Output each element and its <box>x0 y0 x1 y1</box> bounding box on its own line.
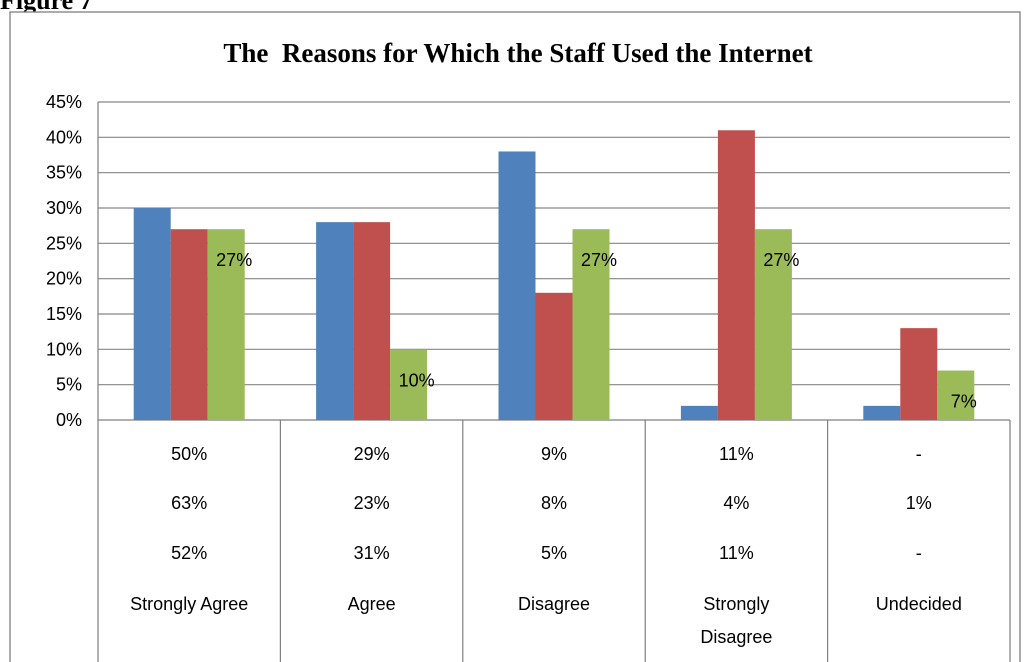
x-category-label: Undecided <box>876 594 962 614</box>
bars <box>133 130 975 420</box>
x-category-label: Strongly <box>703 594 769 614</box>
table-cell: 63% <box>171 493 207 513</box>
data-labels: 27% 10% 27% 27% 7% <box>216 250 977 411</box>
figure-caption: Figure 7 <box>0 0 93 15</box>
data-label: 27% <box>581 250 617 270</box>
table-cell: 11% <box>719 444 754 464</box>
table-cell: 52% <box>171 543 207 563</box>
y-axis: 0% 5% 10% 15% 20% 25% 30% 35% 40% 45% <box>46 92 99 430</box>
y-tick-label: 20% <box>46 269 82 289</box>
y-tick-label: 10% <box>46 339 82 359</box>
bar-series-1-3 <box>680 405 718 420</box>
y-tick-label: 30% <box>46 198 82 218</box>
bar-series-2-3 <box>717 130 755 420</box>
x-category-label: Disagree <box>700 627 772 647</box>
bar-series-2-2 <box>535 292 573 420</box>
bar-series-3-2 <box>572 229 610 420</box>
bar-series-2-0 <box>170 229 208 420</box>
gridlines <box>98 101 1010 421</box>
table-cell: 5% <box>541 543 567 563</box>
data-label: 27% <box>763 250 799 270</box>
data-label: 27% <box>216 250 252 270</box>
data-label: 10% <box>399 370 435 390</box>
bar-series-2-4 <box>900 328 938 420</box>
bar-series-1-4 <box>863 405 901 420</box>
table-cell: 8% <box>541 493 567 513</box>
y-tick-label: 15% <box>46 304 82 324</box>
table-cell: - <box>916 543 922 563</box>
chart-title: The Reasons for Which the Staff Used the… <box>223 38 812 68</box>
y-tick-label: 25% <box>46 233 82 253</box>
x-category-label: Strongly Agree <box>130 594 248 614</box>
bar-series-3-3 <box>754 229 792 420</box>
bar-series-1-2 <box>498 151 536 420</box>
bar-series-2-1 <box>353 222 391 420</box>
table-cell: 29% <box>354 444 390 464</box>
bar-series-3-1 <box>390 349 428 420</box>
table-cell: 1% <box>906 493 932 513</box>
bar-series-1-1 <box>316 222 354 420</box>
x-category-label: Agree <box>348 594 396 614</box>
table-cell: 4% <box>723 493 749 513</box>
table-cell: 9% <box>541 444 567 464</box>
table-cell: 50% <box>171 444 207 464</box>
y-tick-label: 5% <box>56 375 82 395</box>
y-tick-label: 45% <box>46 92 82 112</box>
y-tick-label: 35% <box>46 163 82 183</box>
y-tick-label: 40% <box>46 127 82 147</box>
data-label: 7% <box>951 392 977 412</box>
y-tick-label: 0% <box>56 410 82 430</box>
table-cell: 31% <box>354 543 390 563</box>
table-cell: 23% <box>354 493 390 513</box>
bar-series-3-4 <box>937 370 975 420</box>
table-cell: - <box>916 444 922 464</box>
bar-series-1-0 <box>133 208 171 420</box>
data-table: 50% 29% 9% 11% - 63% 23% 8% 4% 1% 52% 31% 5% 11% - Stro… <box>97 420 1011 662</box>
x-category-label: Disagree <box>518 594 590 614</box>
table-cell: 11% <box>719 543 754 563</box>
bar-series-3-0 <box>207 229 245 420</box>
